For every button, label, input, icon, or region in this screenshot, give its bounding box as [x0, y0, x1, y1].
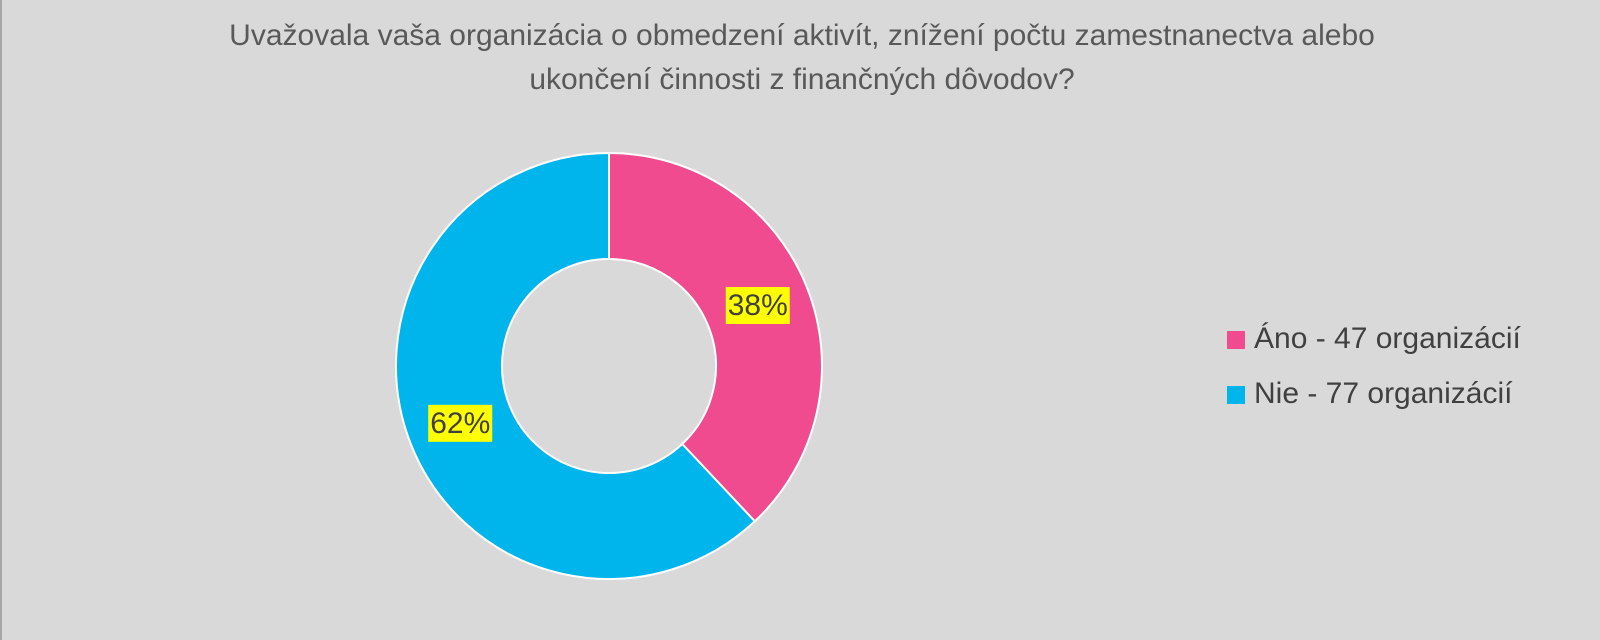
data-label-bg — [725, 287, 790, 325]
legend-label: Nie - 77 organizácií — [1254, 377, 1513, 410]
chart-title: Uvažovala vaša organizácia o obmedzení a… — [229, 19, 1375, 96]
data-label-bg — [428, 404, 493, 442]
donut-slice — [608, 151, 823, 523]
donut-slice — [395, 151, 757, 580]
legend-swatch — [1227, 386, 1245, 404]
data-label: 38% — [728, 289, 788, 322]
legend-label: Áno - 47 organizácií — [1254, 322, 1521, 355]
legend-swatch — [1227, 331, 1245, 349]
data-label: 62% — [430, 407, 490, 440]
